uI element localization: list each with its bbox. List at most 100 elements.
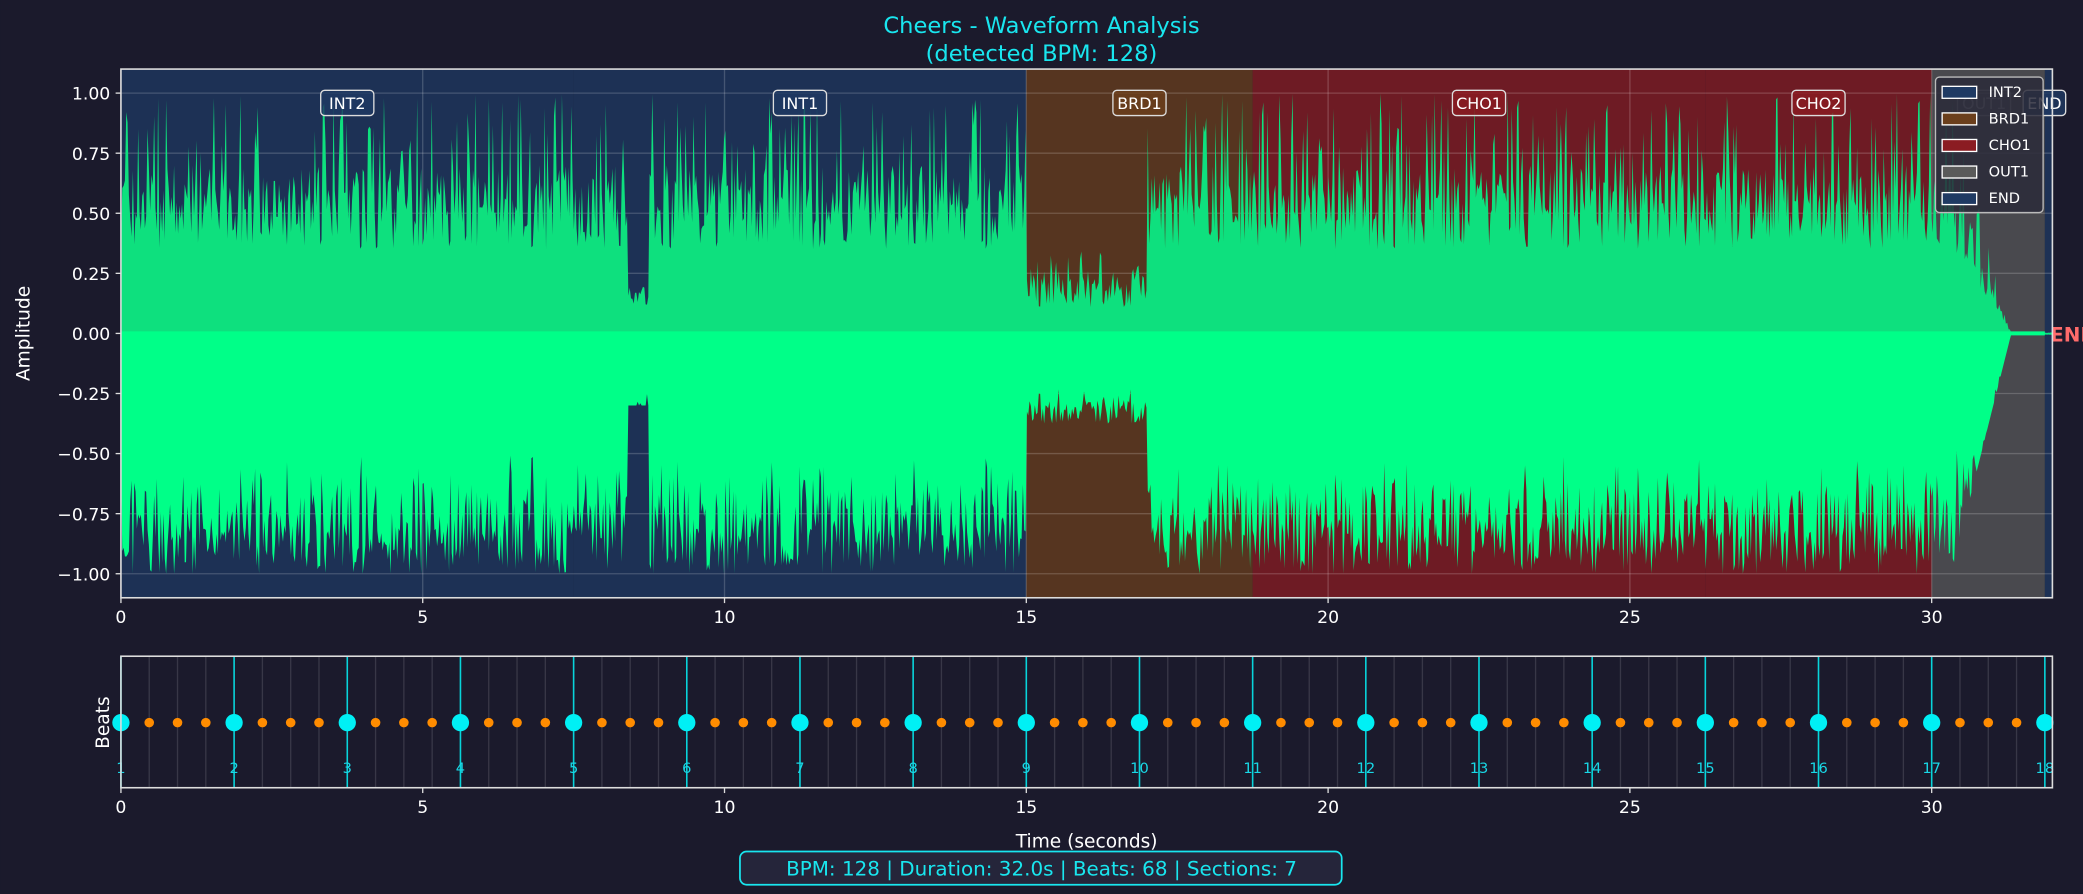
beat-dot bbox=[483, 717, 494, 728]
beat-dot bbox=[1955, 717, 1965, 728]
waveform-positive bbox=[120, 93, 2053, 334]
beat-dot bbox=[1757, 717, 1767, 728]
y-tick-label: 1.00 bbox=[72, 85, 110, 105]
beat-dot bbox=[1332, 717, 1343, 728]
section-label-box bbox=[1112, 89, 1167, 117]
beats-x-tick-label: 15 bbox=[1015, 798, 1037, 818]
section-label-int2: INT2 bbox=[320, 89, 375, 117]
beat-dot bbox=[597, 717, 607, 728]
downbeat-number: 6 bbox=[682, 760, 691, 777]
downbeat-dot bbox=[2036, 714, 2054, 732]
beat-dot bbox=[2011, 717, 2022, 728]
downbeat-dot bbox=[1017, 714, 1035, 732]
downbeat-number: 2 bbox=[229, 760, 238, 777]
beats-x-tick-label: 20 bbox=[1317, 798, 1339, 818]
legend-label: INT2 bbox=[1989, 84, 2022, 101]
beat-dot bbox=[257, 717, 268, 728]
x-tick-label: 20 bbox=[1317, 608, 1339, 628]
beat-dot bbox=[399, 717, 409, 728]
beat-dot bbox=[851, 717, 862, 728]
legend: INT2 BRD1 CHO1 OUT1 END bbox=[1934, 76, 2044, 214]
beat-dot bbox=[1106, 717, 1116, 728]
downbeat-number: 14 bbox=[1583, 760, 1602, 777]
downbeat-number: 5 bbox=[569, 760, 578, 777]
beat-dot bbox=[1276, 717, 1286, 728]
legend-label: END bbox=[1989, 190, 2020, 207]
section-label-text: BRD1 bbox=[1117, 94, 1161, 113]
beat-dot bbox=[1559, 717, 1569, 728]
downbeat-number: 8 bbox=[908, 760, 917, 777]
section-label-text: CHO1 bbox=[1456, 94, 1502, 113]
section-label-box bbox=[320, 89, 375, 117]
chart-subtitle: (detected BPM: 128) bbox=[926, 41, 1158, 67]
section-label-brd1: BRD1 bbox=[1112, 89, 1167, 117]
beat-dot bbox=[1983, 717, 1994, 728]
downbeat-number: 16 bbox=[1809, 760, 1828, 777]
beat-dot bbox=[1304, 717, 1315, 728]
downbeat-number: 18 bbox=[2036, 760, 2055, 777]
legend-label: CHO1 bbox=[1989, 137, 2031, 154]
section-label-text: CHO2 bbox=[1796, 94, 1842, 113]
beat-dot bbox=[1389, 717, 1399, 728]
legend-label: OUT1 bbox=[1989, 164, 2029, 181]
beats-x-tick-label: 25 bbox=[1619, 798, 1641, 818]
legend-swatch-end bbox=[1941, 191, 1978, 206]
summary-box: BPM: 128 | Duration: 32.0s | Beats: 68 |… bbox=[739, 850, 1343, 886]
downbeat-number: 10 bbox=[1130, 760, 1149, 777]
downbeat-dot bbox=[1583, 714, 1601, 732]
downbeat-dot bbox=[1130, 714, 1149, 732]
y-tick-label: 0.75 bbox=[72, 145, 110, 165]
beat-dot bbox=[1643, 717, 1654, 728]
section-label-box bbox=[772, 89, 828, 117]
downbeat-number: 3 bbox=[343, 760, 352, 777]
beat-dot bbox=[1842, 717, 1852, 728]
downbeat-number: 4 bbox=[456, 760, 465, 777]
section-label-text: INT2 bbox=[329, 94, 366, 113]
beat-dot bbox=[1049, 717, 1060, 728]
section-label-box bbox=[1791, 89, 1846, 117]
beat-dot bbox=[370, 717, 381, 728]
waveform-axes: END INT2 INT1 BRD1 CHO1 CHO2 OUT1 END 0 5 10 15 20 25… bbox=[57, 68, 2083, 628]
downbeat-dot bbox=[338, 714, 356, 732]
beat-dot bbox=[144, 717, 155, 728]
legend-swatch-cho1 bbox=[1941, 138, 1978, 153]
beat-dot bbox=[1672, 717, 1682, 728]
beat-dot bbox=[512, 717, 522, 728]
beat-dot bbox=[880, 717, 890, 728]
beat-dot bbox=[1530, 717, 1541, 728]
y-tick-label: 0.25 bbox=[72, 265, 110, 285]
beat-dot bbox=[172, 717, 183, 728]
beat-dot bbox=[1219, 717, 1230, 728]
beat-dot bbox=[1870, 717, 1880, 728]
beats-x-tick-label: 5 bbox=[417, 798, 428, 818]
downbeat-number: 15 bbox=[1696, 760, 1715, 777]
legend-swatch-out1 bbox=[1941, 165, 1978, 179]
x-tick-label: 15 bbox=[1015, 608, 1037, 628]
beat-dot bbox=[201, 717, 211, 728]
legend-swatch-int2 bbox=[1941, 85, 1978, 99]
beat-dot bbox=[1078, 717, 1088, 728]
downbeat-number: 13 bbox=[1470, 760, 1489, 777]
beat-dot bbox=[964, 717, 975, 728]
beat-dot bbox=[540, 717, 551, 728]
x-tick-label: 30 bbox=[1921, 608, 1943, 628]
beat-dot bbox=[823, 717, 834, 728]
downbeat-dot bbox=[1244, 714, 1262, 732]
downbeat-number: 17 bbox=[1922, 760, 1941, 777]
waveform-negative bbox=[120, 333, 2053, 574]
beats-x-tick-label: 0 bbox=[115, 798, 126, 818]
x-tick-label: 10 bbox=[714, 608, 736, 628]
y-tick-label: −0.25 bbox=[57, 385, 110, 405]
beats-y-axis-label: Beats bbox=[93, 696, 114, 749]
downbeat-dot bbox=[1923, 714, 1941, 732]
beat-dot bbox=[1502, 717, 1513, 728]
beats-axes: 1 2 3 4 5 6 7 8 9 10 11 12 13 14 15 16 17 180 5 10 15 20 25 30 bbox=[112, 655, 2055, 818]
summary-text: BPM: 128 | Duration: 32.0s | Beats: 68 |… bbox=[786, 857, 1297, 880]
downbeat-dot bbox=[1696, 714, 1714, 732]
downbeat-dot bbox=[678, 714, 696, 732]
section-label-cho2: CHO2 bbox=[1791, 89, 1846, 117]
downbeat-dot bbox=[904, 714, 922, 732]
end-marker-label: END bbox=[2050, 323, 2083, 346]
downbeat-dot bbox=[1357, 714, 1375, 732]
